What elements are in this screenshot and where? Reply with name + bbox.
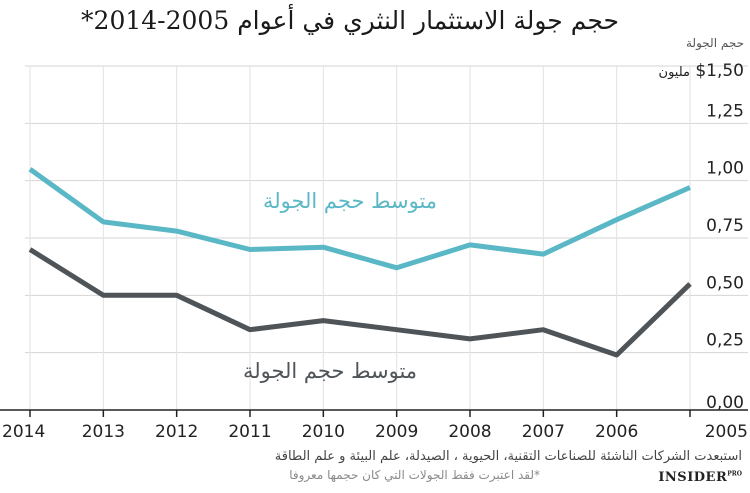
x-tick-label: 2006: [595, 422, 638, 442]
footnote: *لقد اعتبرت فقط الجولات التي كان حجمها م…: [289, 468, 540, 482]
y-tick-label: 0,50: [706, 273, 744, 293]
x-tick-label: 2013: [82, 422, 125, 442]
x-tick-label: 2010: [302, 422, 345, 442]
y-axis-label: حجم الجولة: [686, 36, 744, 50]
chart-title: حجم جولة الاستثمار النثري في أعوام 2005-…: [81, 6, 619, 35]
x-tick-label: 2005: [705, 422, 748, 442]
y-tick-label-zero: 0,00: [706, 393, 744, 413]
series-line-2: [28, 247, 692, 358]
y-unit-label: مليون: [659, 65, 690, 80]
x-tick-label: 2014: [2, 422, 45, 442]
x-tick-label: 2012: [155, 422, 198, 442]
series-label-2: متوسط حجم الجولة: [243, 359, 417, 384]
x-tick-label: 2008: [448, 422, 491, 442]
series-line-1: [28, 167, 692, 271]
exclusion-note: استبعدت الشركات الناشئة للصناعات التقنية…: [274, 449, 742, 464]
insider-pro-logo: INSIDERPRO: [658, 470, 742, 485]
y-tick-label: 1,00: [706, 159, 744, 179]
y-top-tick-label: $1,50: [695, 61, 744, 81]
y-tick-label: 1,25: [706, 101, 744, 121]
x-tick-label: 2009: [375, 422, 418, 442]
x-tick-label: 2011: [228, 422, 271, 442]
y-tick-label: 0,25: [706, 331, 744, 351]
series-label-1: متوسط حجم الجولة: [263, 189, 437, 214]
x-tick-label: 2007: [522, 422, 565, 442]
y-tick-label: 0,75: [706, 216, 744, 236]
